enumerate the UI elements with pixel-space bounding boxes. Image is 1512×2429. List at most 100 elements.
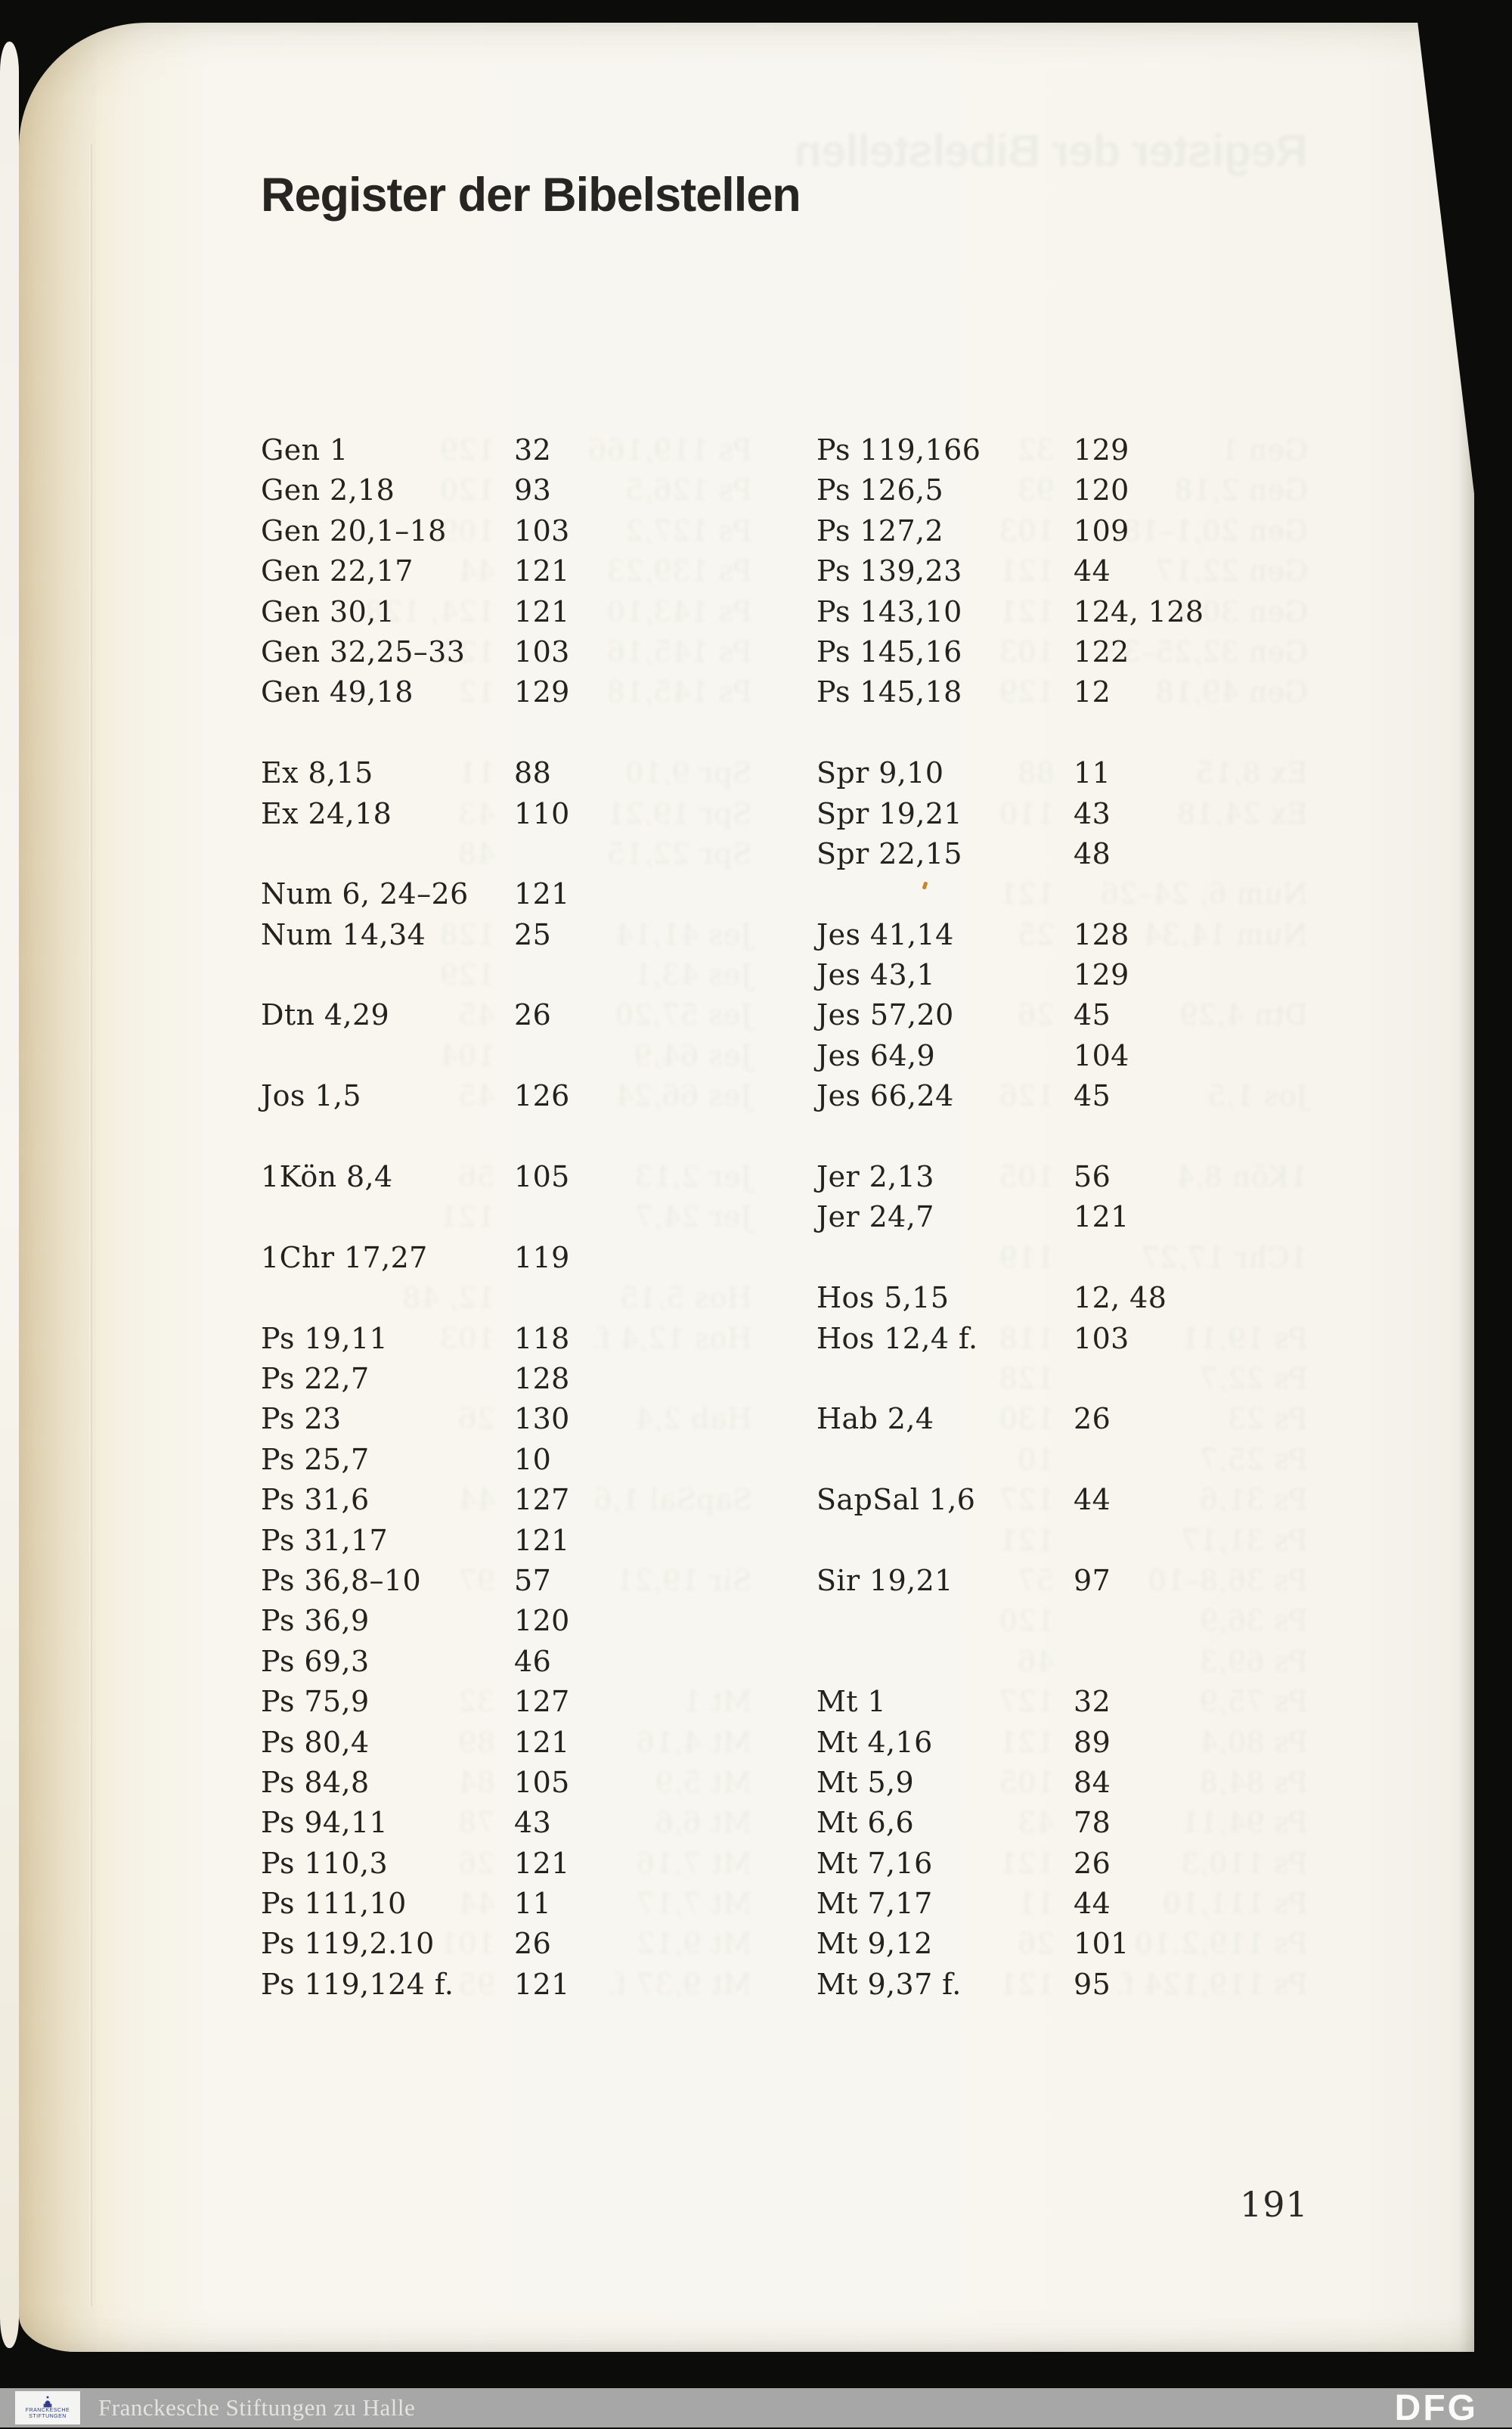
bible-reference: Ps 36,8–10: [261, 1563, 422, 1597]
page-numbers: 110: [514, 796, 570, 830]
bible-reference: Jes 41,14: [816, 917, 954, 951]
index-row: Gen 20,1–18 103: [261, 511, 745, 551]
page-numbers: 130: [514, 1402, 570, 1436]
adjacent-page-edge: [0, 42, 19, 2348]
page-numbers: 43: [1074, 796, 1111, 830]
index-row-spacer: [816, 874, 1300, 914]
page-numbers: 11: [1074, 756, 1111, 790]
bible-reference: Hab 2,4: [816, 1402, 934, 1436]
bible-reference: Mt 4,16: [816, 1725, 933, 1759]
bible-reference: Ps 119,2.10: [261, 1927, 435, 1961]
index-row: Mt 1 32: [816, 1682, 1300, 1722]
index-row: Ex 8,15 88: [261, 753, 745, 793]
index-row: Ps 119,124 f. 121: [261, 1965, 745, 2005]
page-numbers: 44: [1074, 1887, 1111, 1921]
page-numbers: 10: [514, 1442, 552, 1476]
bible-reference: Ps 22,7: [261, 1361, 370, 1395]
bible-reference: Ps 80,4: [261, 1725, 370, 1759]
index-row: Ps 19,11 118: [261, 1319, 745, 1359]
index-row: Ps 36,9 120: [261, 1601, 745, 1641]
index-row: Ps 119,166 129: [816, 430, 1300, 470]
index-row: Gen 22,17 121: [261, 551, 745, 591]
index-row: Ps 69,3 46: [261, 1642, 745, 1682]
franckesche-logo: FRANCKESCHE STIFTUNGEN: [15, 2391, 80, 2424]
page-numbers: 26: [514, 1927, 552, 1961]
bible-reference: Gen 22,17: [261, 554, 414, 588]
page-numbers: 121: [514, 1523, 570, 1557]
bible-reference: Ps 36,9: [261, 1604, 370, 1638]
index-row-spacer: [816, 713, 1300, 753]
page-numbers: 84: [1074, 1765, 1111, 1799]
index-row: Ps 36,8–10 57: [261, 1561, 745, 1601]
index-row: Spr 19,21 43: [816, 794, 1300, 834]
bible-reference: Mt 1: [816, 1685, 887, 1719]
page-numbers: 128: [514, 1361, 570, 1395]
page-numbers: 126: [514, 1079, 570, 1113]
bible-reference: Mt 7,17: [816, 1887, 933, 1921]
index-row-spacer: [816, 1238, 1300, 1278]
bible-reference: Ps 139,23: [816, 554, 962, 588]
page-numbers: 128: [1074, 917, 1129, 951]
index-row: Ex 24,18 110: [261, 794, 745, 834]
index-row: Spr 22,15 48: [816, 834, 1300, 874]
bible-reference: Ps 25,7: [261, 1442, 370, 1476]
page-numbers: 12, 48: [1074, 1281, 1167, 1315]
page-numbers: 103: [514, 513, 570, 548]
page-numbers: 119: [514, 1240, 570, 1274]
franckesche-logo-line2: STIFTUNGEN: [29, 2414, 67, 2419]
bible-reference: Spr 22,15: [816, 836, 962, 870]
page-numbers: 11: [514, 1887, 552, 1921]
page-numbers: 57: [514, 1563, 552, 1597]
bible-reference: Ps 126,5: [816, 473, 944, 507]
page-numbers: 88: [514, 756, 552, 790]
page-numbers: 32: [1074, 1685, 1111, 1719]
index-row: Mt 6,6 78: [816, 1803, 1300, 1843]
bible-reference: Gen 30,1: [261, 594, 395, 628]
page-numbers: 103: [514, 634, 570, 669]
bible-reference: Sir 19,21: [816, 1563, 953, 1597]
index-row: 1Kön 8,4 105: [261, 1157, 745, 1197]
page-numbers: 124, 128: [1074, 594, 1204, 628]
index-row-spacer: [261, 1197, 745, 1237]
page-numbers: 48: [1074, 836, 1111, 870]
index-row: Ps 25,7 10: [261, 1440, 745, 1480]
bible-reference: Jos 1,5: [261, 1079, 361, 1113]
bible-reference: Gen 49,18: [261, 675, 414, 709]
index-row: Spr 9,10 11: [816, 753, 1300, 793]
bible-reference: Gen 1: [261, 433, 349, 467]
page-numbers: 12: [1074, 675, 1111, 709]
index-row: Ps 23 130: [261, 1399, 745, 1439]
index-row: Ps 110,3 121: [261, 1844, 745, 1884]
page-numbers: 127: [514, 1685, 570, 1719]
page-numbers: 89: [1074, 1725, 1111, 1759]
bible-reference: Ps 110,3: [261, 1846, 389, 1880]
bible-reference: Hos 12,4 f.: [816, 1321, 978, 1355]
bible-reference: Ps 69,3: [261, 1644, 370, 1678]
bible-reference: Jes 43,1: [816, 958, 936, 992]
index-row: Ps 22,7 128: [261, 1359, 745, 1399]
index-row-spacer: [261, 713, 745, 753]
page-numbers: 120: [514, 1604, 570, 1638]
bible-reference: Dtn 4,29: [261, 998, 390, 1032]
index-row: Ps 84,8 105: [261, 1763, 745, 1803]
bible-reference: Mt 6,6: [816, 1806, 915, 1840]
bible-reference: Jes 57,20: [816, 998, 954, 1032]
index-row: Hos 5,15 12, 48: [816, 1278, 1300, 1318]
index-row-spacer: [261, 834, 745, 874]
page-numbers: 43: [514, 1806, 552, 1840]
bible-reference: Mt 5,9: [816, 1765, 915, 1799]
bible-reference: 1Chr 17,27: [261, 1240, 428, 1274]
index-row: Mt 4,16 89: [816, 1723, 1300, 1763]
page-numbers: 26: [514, 998, 552, 1032]
bible-reference: Ps 75,9: [261, 1685, 370, 1719]
page-numbers: 109: [1074, 513, 1129, 548]
page-numbers: 101: [1074, 1927, 1129, 1961]
bible-reference: Ps 84,8: [261, 1765, 370, 1799]
index-row: Jer 24,7 121: [816, 1197, 1300, 1237]
index-row: Jes 43,1 129: [816, 955, 1300, 995]
index-row: Hab 2,4 26: [816, 1399, 1300, 1439]
page-numbers: 78: [1074, 1806, 1111, 1840]
page-number: 191: [1240, 2184, 1309, 2225]
bible-reference: Ps 145,16: [816, 634, 962, 669]
index-row: Jes 57,20 45: [816, 995, 1300, 1035]
